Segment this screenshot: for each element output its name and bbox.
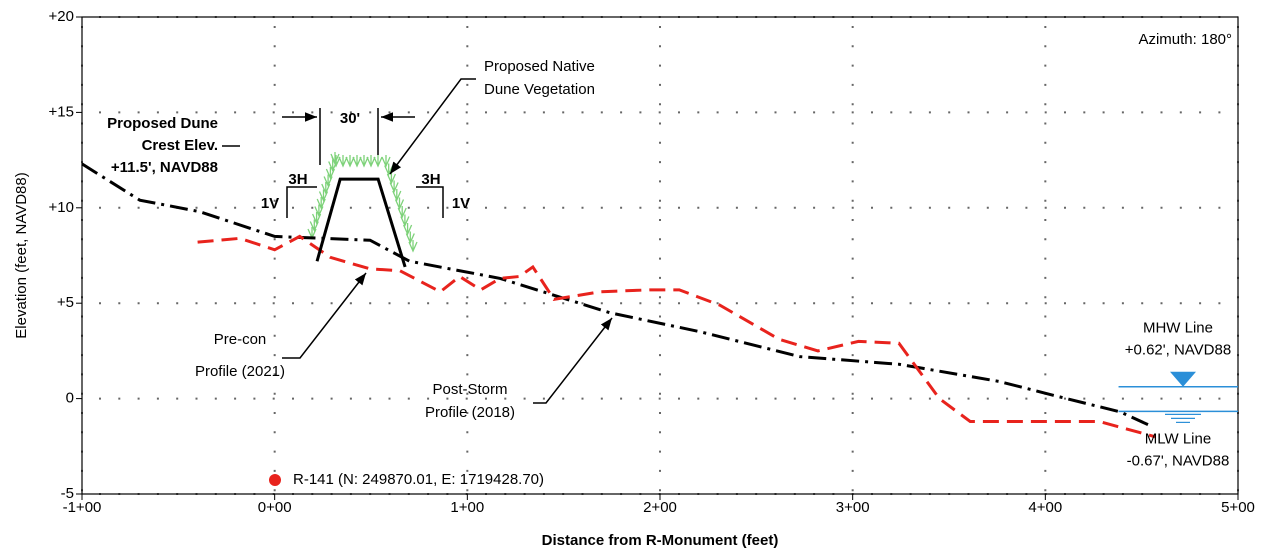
profile-line bbox=[317, 179, 405, 267]
y-tick-label: +10 bbox=[49, 199, 74, 216]
annotation: 1V bbox=[452, 195, 470, 212]
x-axis-label: Distance from R-Monument (feet) bbox=[542, 532, 779, 549]
x-tick-label: 0+00 bbox=[258, 499, 292, 516]
veg-tuft bbox=[346, 155, 354, 166]
annotation: Post-Storm bbox=[432, 381, 507, 398]
slope-mark bbox=[416, 187, 443, 218]
y-tick-label: +5 bbox=[57, 294, 74, 311]
veg-tuft bbox=[374, 155, 382, 166]
annotation: Profile (2018) bbox=[425, 404, 515, 421]
x-tick-label: 3+00 bbox=[836, 499, 870, 516]
annotation: +11.5', NAVD88 bbox=[111, 159, 218, 176]
x-tick-label: 1+00 bbox=[450, 499, 484, 516]
y-tick-label: 0 bbox=[66, 390, 74, 407]
annotation: Crest Elev. bbox=[142, 137, 218, 154]
x-tick-label: 4+00 bbox=[1028, 499, 1062, 516]
veg-arrow bbox=[390, 79, 476, 174]
callouts bbox=[222, 79, 612, 403]
annotation: Proposed Dune bbox=[107, 115, 218, 132]
reference-name: MLW Line bbox=[1145, 430, 1211, 447]
veg-tuft bbox=[353, 155, 361, 166]
reference-value-label: +0.62', NAVD88 bbox=[1125, 342, 1231, 359]
monument-marker bbox=[269, 474, 281, 486]
chart: -1+000+001+002+003+004+005+00-50+5+10+15… bbox=[0, 0, 1261, 554]
x-tick-label: 5+00 bbox=[1221, 499, 1255, 516]
slope-mark bbox=[287, 187, 317, 218]
y-tick-label: +15 bbox=[49, 103, 74, 120]
plot bbox=[82, 164, 1238, 437]
annotation: Pre-con bbox=[214, 331, 267, 348]
y-tick-label: -5 bbox=[61, 485, 74, 502]
x-tick-label: 2+00 bbox=[643, 499, 677, 516]
precon-arrow bbox=[282, 273, 366, 358]
veg-tuft bbox=[360, 155, 368, 166]
poststorm-arrow bbox=[533, 318, 612, 403]
reference-value-label: -0.67', NAVD88 bbox=[1127, 452, 1230, 469]
annotation: 1V bbox=[261, 195, 279, 212]
veg-tuft bbox=[339, 155, 347, 166]
veg-tuft bbox=[367, 155, 375, 166]
annotation: 30' bbox=[340, 110, 360, 127]
water-symbol bbox=[1170, 372, 1196, 387]
annotation: R-141 (N: 249870.01, E: 1719428.70) bbox=[293, 471, 544, 488]
annotation: Dune Vegetation bbox=[484, 81, 595, 98]
profile-line bbox=[198, 236, 1156, 436]
reference-name: MHW Line bbox=[1143, 320, 1213, 337]
y-tick-label: +20 bbox=[49, 8, 74, 25]
profile-line bbox=[82, 164, 1149, 425]
annotation: 3H bbox=[421, 171, 440, 188]
y-axis-label: Elevation (feet, NAVD88) bbox=[13, 172, 30, 338]
annotation: Profile (2021) bbox=[195, 363, 285, 380]
annotation: Proposed Native bbox=[484, 58, 595, 75]
annotation: 3H bbox=[288, 171, 307, 188]
annotation: Azimuth: 180° bbox=[1138, 31, 1232, 48]
